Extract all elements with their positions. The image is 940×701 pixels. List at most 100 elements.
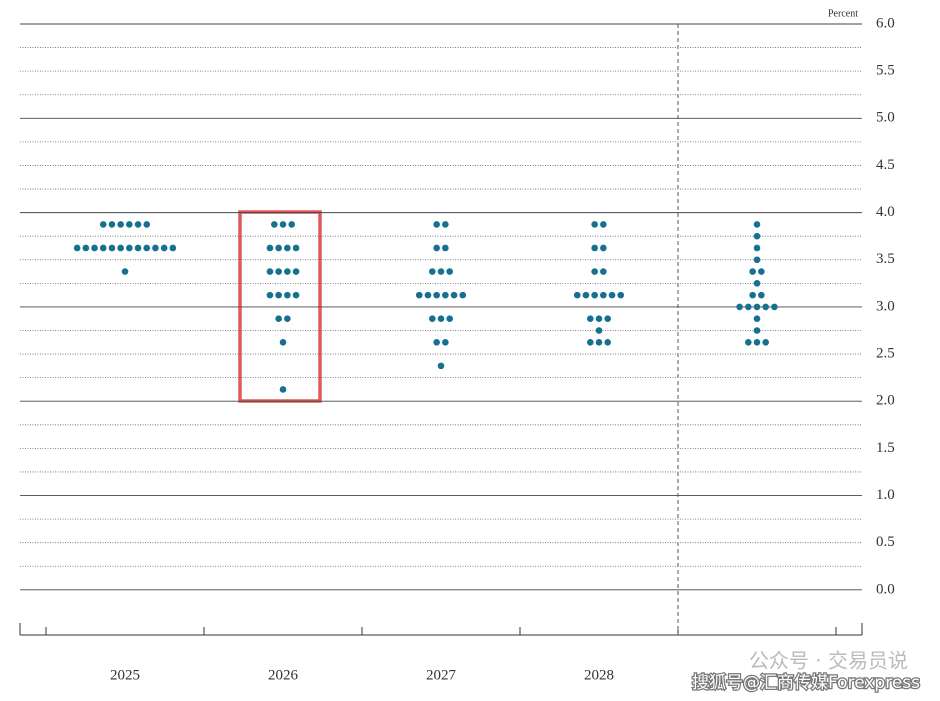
- dot: [758, 268, 765, 275]
- dot: [433, 244, 440, 252]
- dot: [600, 268, 607, 275]
- dot: [749, 268, 756, 275]
- dot: [604, 338, 611, 346]
- dot: [591, 244, 598, 252]
- dot: [284, 244, 291, 252]
- dot: [143, 244, 151, 252]
- dot: [582, 291, 590, 299]
- y-tick-label: 6.0: [876, 15, 895, 31]
- dot: [433, 291, 440, 299]
- dot: [437, 268, 445, 275]
- x-tick-label: 2028: [584, 667, 614, 683]
- dot: [762, 338, 769, 346]
- dot: [753, 232, 761, 240]
- dot: [284, 315, 291, 323]
- dot: [591, 268, 598, 275]
- dot: [758, 291, 765, 299]
- dot: [604, 315, 611, 323]
- dot: [595, 327, 603, 334]
- dot: [753, 303, 761, 311]
- dot: [446, 268, 454, 275]
- dot: [595, 315, 603, 323]
- dot: [459, 291, 467, 299]
- dot: [108, 221, 116, 228]
- y-tick-label: 5.5: [876, 63, 895, 79]
- y-tick-label: 1.5: [876, 440, 895, 456]
- dot: [433, 221, 440, 228]
- y-tick-label: 2.0: [876, 393, 895, 409]
- dot: [126, 244, 133, 252]
- dot: [126, 221, 133, 228]
- dot: [753, 221, 761, 228]
- dot: [762, 303, 769, 311]
- dot: [415, 291, 423, 299]
- dot: [288, 221, 296, 228]
- dot: [753, 280, 761, 287]
- dot: [108, 244, 116, 252]
- dot: [279, 221, 287, 228]
- dot: [266, 244, 274, 252]
- dot: [99, 221, 107, 228]
- dot: [745, 338, 752, 346]
- x-tick-label: 2026: [268, 667, 299, 683]
- dot: [591, 291, 598, 299]
- dot: [442, 244, 449, 252]
- dot: [753, 338, 761, 346]
- dot: [446, 315, 454, 323]
- dot: [143, 221, 151, 228]
- watermark: 搜狐号@汇商传媒Forexpress: [692, 673, 920, 693]
- dot: [117, 244, 124, 252]
- dot: [134, 244, 142, 252]
- dot: [82, 244, 90, 252]
- dot: [749, 291, 756, 299]
- dot: [134, 221, 142, 228]
- dot: [284, 268, 291, 275]
- dot: [437, 362, 445, 370]
- dot: [600, 221, 607, 228]
- dot: [450, 291, 458, 299]
- dot: [771, 303, 778, 311]
- y-tick-label: 5.0: [876, 110, 895, 126]
- y-tick-label: 0.5: [876, 534, 895, 550]
- dot: [91, 244, 98, 252]
- dot: [284, 291, 291, 299]
- dot: [433, 338, 440, 346]
- dot: [271, 221, 278, 228]
- dot: [573, 291, 581, 299]
- dot: [600, 244, 607, 252]
- dot: [442, 338, 449, 346]
- dot: [275, 291, 282, 299]
- x-tick-label: 2025: [110, 667, 140, 683]
- dot: [600, 291, 607, 299]
- dot: [292, 244, 300, 252]
- dot: [266, 291, 274, 299]
- x-tick-label: 2027: [426, 667, 457, 683]
- dot: [266, 268, 274, 275]
- y-tick-label: 4.5: [876, 157, 895, 173]
- dot: [429, 315, 436, 323]
- dot: [99, 244, 107, 252]
- dot: [442, 221, 449, 228]
- y-tick-label: 3.5: [876, 251, 895, 267]
- dot: [275, 268, 282, 275]
- y-tick-label: 3.0: [876, 298, 895, 314]
- dot: [292, 268, 300, 275]
- dot: [736, 303, 743, 311]
- y-tick-label: 0.0: [876, 581, 895, 597]
- dot: [275, 244, 282, 252]
- dot: [152, 244, 159, 252]
- dot: [753, 244, 761, 252]
- dot: [442, 291, 449, 299]
- dot: [753, 256, 761, 264]
- dot: [591, 221, 598, 228]
- dot: [169, 244, 177, 252]
- dot: [121, 268, 129, 275]
- dot: [424, 291, 432, 299]
- dot: [160, 244, 168, 252]
- dot: [275, 315, 282, 323]
- dot: [753, 327, 761, 334]
- watermark: 公众号 · 交易员说: [749, 649, 908, 673]
- dot: [117, 221, 124, 228]
- y-tick-label: 4.0: [876, 204, 895, 220]
